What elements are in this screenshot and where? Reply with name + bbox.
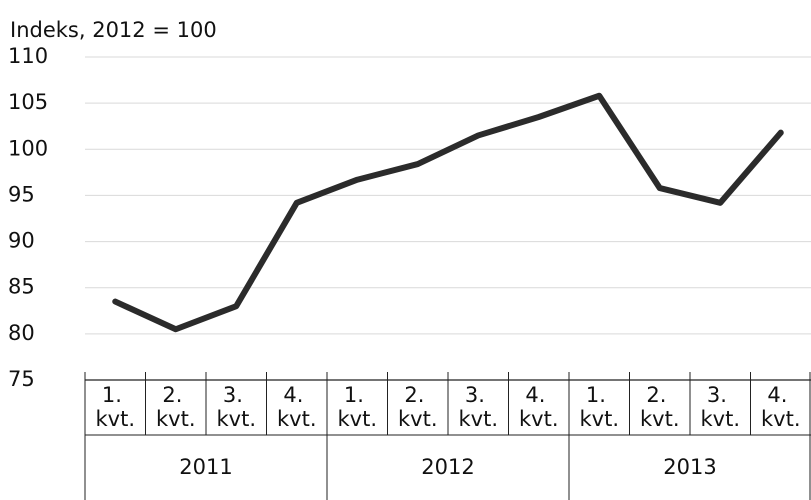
x-tick-label: 4. kvt. [761,383,801,431]
x-group-label: 2011 [179,455,232,479]
y-tick-label: 110 [8,44,48,68]
y-tick-label: 105 [8,90,48,114]
y-axis-label: Indeks, 2012 = 100 [10,18,217,42]
x-tick-label: 2. kvt. [156,383,196,431]
data-line [112,92,784,333]
y-tick-label: 90 [8,229,35,253]
y-tick-label: 80 [8,321,35,345]
x-tick-label: 3. kvt. [217,383,257,431]
x-tick-label: 2. kvt. [398,383,438,431]
x-tick-label: 4. kvt. [277,383,317,431]
x-tick-label: 4. kvt. [519,383,559,431]
y-tick-label: 85 [8,275,35,299]
x-tick-label: 2. kvt. [640,383,680,431]
y-tick-label: 95 [8,182,35,206]
x-tick-label: 3. kvt. [701,383,741,431]
x-tick-label: 3. kvt. [459,383,499,431]
x-tick-label: 1. kvt. [338,383,378,431]
y-tick-label: 100 [8,136,48,160]
x-group-label: 2012 [421,455,474,479]
x-tick-label: 1. kvt. [580,383,620,431]
x-group-label: 2013 [663,455,716,479]
x-tick-label: 1. kvt. [96,383,136,431]
y-tick-label: 75 [8,367,35,391]
